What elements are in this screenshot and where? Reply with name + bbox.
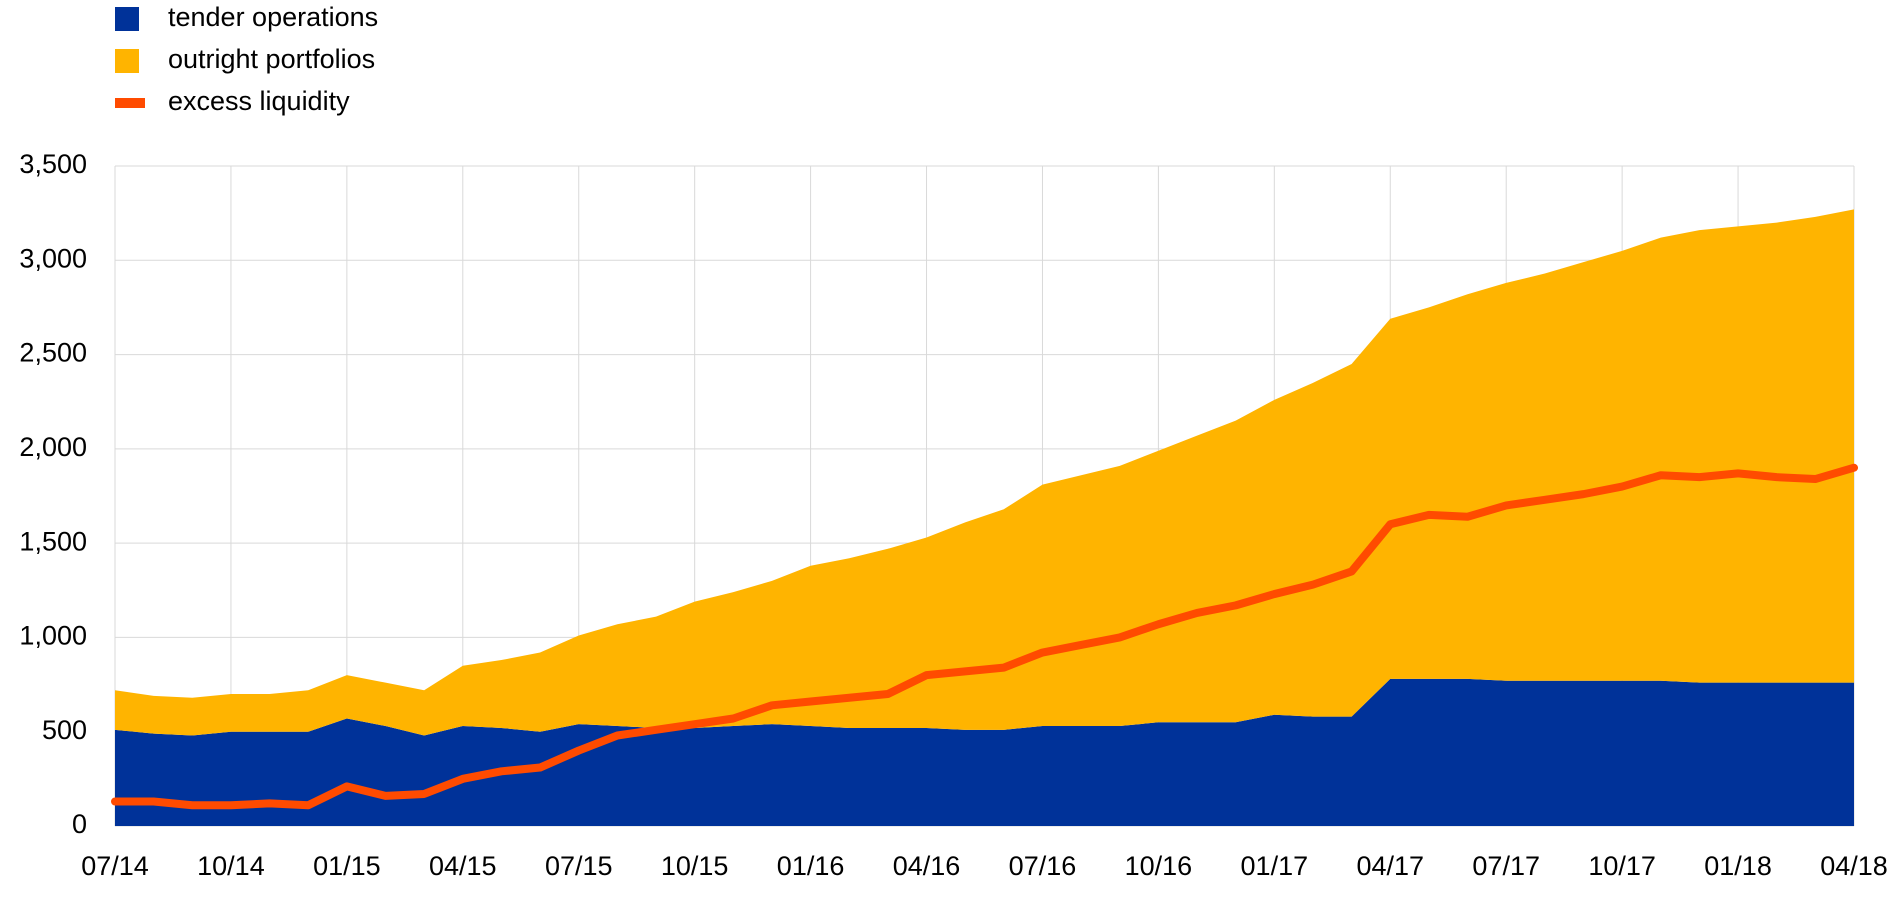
- y-tick-label: 0: [72, 809, 87, 839]
- legend-label: excess liquidity: [168, 86, 350, 116]
- legend-label: outright portfolios: [168, 44, 375, 74]
- x-tick-label: 04/17: [1356, 851, 1424, 881]
- legend-swatch: [115, 49, 139, 73]
- x-tick-label: 04/18: [1820, 851, 1888, 881]
- x-tick-label: 10/15: [661, 851, 729, 881]
- x-tick-label: 01/18: [1704, 851, 1772, 881]
- x-tick-label: 07/17: [1472, 851, 1540, 881]
- y-tick-label: 1,500: [19, 526, 87, 556]
- x-tick-label: 07/15: [545, 851, 613, 881]
- area: [115, 209, 1854, 736]
- y-tick-label: 2,500: [19, 338, 87, 368]
- x-tick-label: 10/17: [1588, 851, 1656, 881]
- x-tick-label: 04/16: [893, 851, 961, 881]
- y-tick-label: 3,500: [19, 149, 87, 179]
- legend-label: tender operations: [168, 2, 378, 32]
- x-tick-label: 04/15: [429, 851, 497, 881]
- legend-swatch: [115, 7, 139, 31]
- x-tick-label: 01/16: [777, 851, 845, 881]
- legend-swatch: [115, 98, 145, 108]
- x-tick-label: 10/16: [1125, 851, 1193, 881]
- area: [115, 678, 1854, 826]
- x-tick-label: 10/14: [197, 851, 265, 881]
- line: [111, 463, 1858, 810]
- x-tick-label: 01/15: [313, 851, 381, 881]
- x-tick-label: 07/14: [81, 851, 149, 881]
- x-tick-label: 07/16: [1009, 851, 1077, 881]
- y-tick-label: 2,000: [19, 432, 87, 462]
- y-tick-label: 3,000: [19, 243, 87, 273]
- x-tick-label: 01/17: [1241, 851, 1309, 881]
- y-tick-label: 500: [42, 715, 87, 745]
- y-tick-label: 1,000: [19, 621, 87, 651]
